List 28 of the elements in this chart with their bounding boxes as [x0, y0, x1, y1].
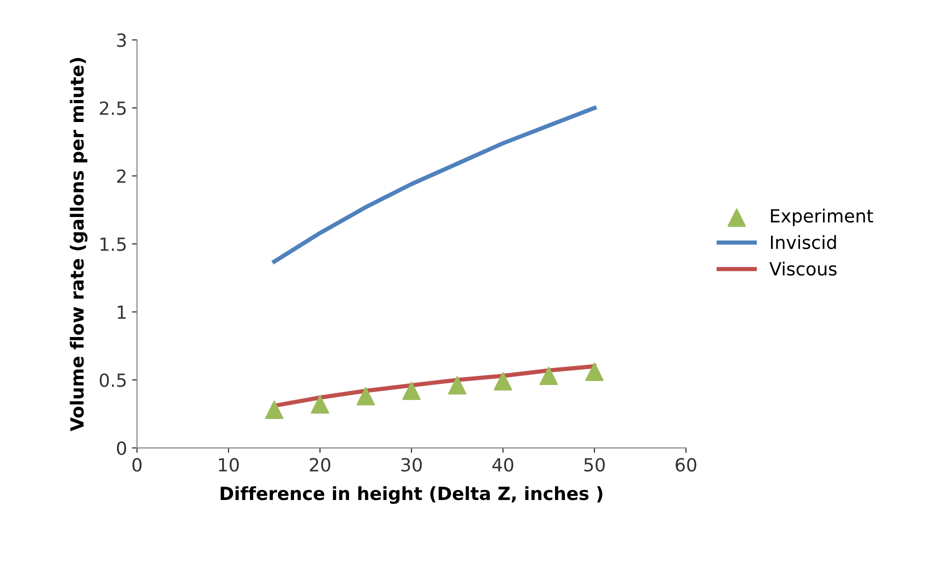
- line-series: [272, 106, 597, 264]
- legend-label: Inviscid: [771, 235, 836, 250]
- y-tick-label: 0.5: [100, 373, 126, 388]
- point: [310, 395, 330, 414]
- y-tick-label: 2.5: [100, 101, 126, 116]
- point: [448, 376, 466, 395]
- y-tick-label: 2: [117, 169, 126, 183]
- y-tick-label: 0: [116, 441, 126, 456]
- x-tick-label: 10: [218, 458, 239, 472]
- point: [494, 372, 512, 390]
- x-tick-label: 60: [676, 458, 696, 472]
- x-axis-title: Difference in height (Delta Z, inches ): [220, 486, 602, 504]
- y-tick-label: 1: [118, 306, 126, 319]
- point: [356, 387, 375, 406]
- point: [585, 362, 604, 381]
- y-tick-label: 1.5: [100, 238, 126, 252]
- x-tick-label: 50: [584, 458, 605, 472]
- point: [265, 400, 284, 420]
- legend-label: Experiment: [771, 208, 874, 226]
- point: [540, 366, 558, 386]
- y-axis-title: Volume flow rate (gallons per miute): [70, 58, 88, 432]
- point: [402, 382, 421, 400]
- x-tick-label: 0: [132, 458, 142, 472]
- legend-label: Viscous: [769, 262, 837, 276]
- x-tick-label: 20: [310, 458, 330, 472]
- x-tick-label: 40: [492, 458, 514, 472]
- y-tick-label: 3: [117, 33, 126, 48]
- x-tick-label: 30: [401, 458, 422, 472]
